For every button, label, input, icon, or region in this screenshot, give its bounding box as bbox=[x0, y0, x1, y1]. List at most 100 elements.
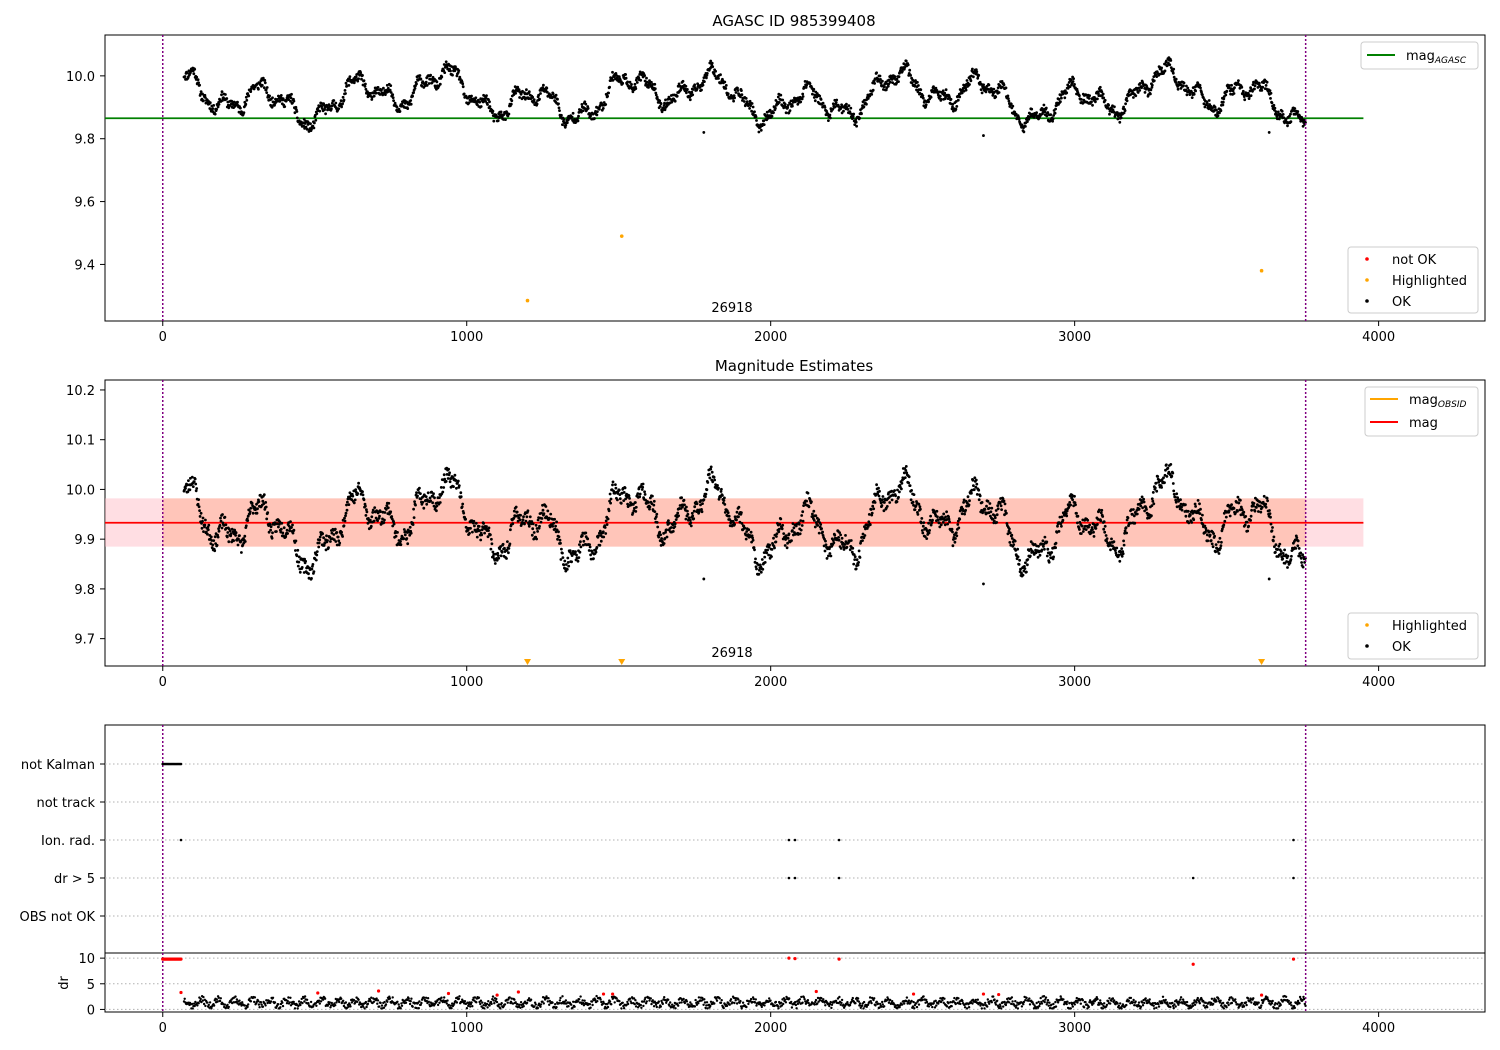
ok-point bbox=[250, 501, 254, 505]
ok-point bbox=[849, 539, 853, 542]
dr-point bbox=[259, 1001, 263, 1004]
ok-point bbox=[521, 518, 525, 522]
ok-point bbox=[736, 86, 739, 90]
ok-point bbox=[281, 531, 285, 535]
ok-point bbox=[726, 92, 730, 96]
ok-point bbox=[315, 550, 319, 553]
ok-point bbox=[1024, 125, 1027, 128]
dr-point bbox=[271, 996, 275, 999]
ok-point bbox=[343, 89, 347, 92]
ok-point bbox=[1272, 539, 1275, 543]
ok-point bbox=[943, 523, 947, 527]
ok-point bbox=[455, 486, 458, 490]
ok-point bbox=[490, 537, 493, 541]
ok-point bbox=[1282, 116, 1286, 119]
ok-point bbox=[1060, 96, 1063, 100]
ok-point bbox=[634, 501, 637, 504]
ok-point bbox=[554, 93, 558, 97]
agasc-legend-line-label: magAGASC bbox=[1406, 49, 1467, 66]
ok-point bbox=[1101, 515, 1105, 518]
ok-point bbox=[296, 564, 300, 568]
ok-point bbox=[713, 74, 717, 78]
ok-point bbox=[704, 495, 707, 499]
ok-point bbox=[975, 482, 979, 486]
ok-point bbox=[701, 83, 705, 87]
ok-point bbox=[897, 80, 900, 83]
ok-point bbox=[1042, 103, 1046, 107]
ok-point bbox=[954, 107, 958, 111]
ok-point bbox=[601, 530, 605, 534]
ok-point bbox=[202, 99, 205, 102]
ok-point bbox=[845, 102, 848, 106]
ok-point bbox=[881, 498, 884, 502]
ok-point bbox=[705, 72, 709, 75]
ok-point bbox=[320, 104, 324, 108]
ok-point bbox=[344, 511, 348, 515]
ok-point bbox=[819, 98, 823, 101]
ok-point bbox=[1140, 86, 1143, 90]
ok-point bbox=[833, 533, 837, 537]
ok-point bbox=[394, 534, 398, 538]
ok-point bbox=[1269, 522, 1273, 526]
agasc-xtick-label-0: 0 bbox=[159, 330, 167, 345]
ok-point bbox=[1154, 481, 1158, 485]
ok-point bbox=[837, 538, 841, 542]
ok-point bbox=[397, 107, 401, 111]
ok-point bbox=[900, 487, 903, 491]
ok-point bbox=[1249, 86, 1252, 90]
ok-point bbox=[839, 533, 842, 537]
ok-point bbox=[717, 77, 720, 80]
ok-point bbox=[217, 103, 221, 106]
ok-point bbox=[382, 521, 386, 524]
ok-point bbox=[1152, 79, 1156, 83]
dr-point bbox=[215, 998, 218, 1001]
ok-point bbox=[545, 86, 549, 90]
ok-point bbox=[425, 84, 429, 87]
ok-point bbox=[983, 508, 987, 511]
ok-point bbox=[971, 478, 975, 482]
ok-point bbox=[396, 531, 399, 534]
ok-point bbox=[204, 518, 207, 522]
ok-point bbox=[1132, 96, 1135, 99]
ok-point bbox=[1120, 547, 1124, 550]
ok-point bbox=[783, 544, 787, 547]
ok-point bbox=[928, 529, 931, 532]
ok-point bbox=[742, 100, 746, 103]
ok-point bbox=[334, 540, 338, 543]
ok-point bbox=[750, 109, 753, 113]
ok-point bbox=[870, 93, 874, 96]
ok-point bbox=[854, 567, 858, 571]
ok-point bbox=[535, 102, 539, 106]
ok-point bbox=[295, 116, 299, 120]
ok-point bbox=[1209, 539, 1213, 542]
ok-point bbox=[682, 498, 686, 502]
dr-point bbox=[241, 1001, 244, 1004]
ok-point bbox=[324, 112, 327, 116]
ok-point bbox=[584, 102, 588, 106]
ok-point bbox=[607, 509, 611, 513]
ok-point bbox=[1073, 494, 1076, 498]
ok-point bbox=[1000, 80, 1004, 83]
ok-point bbox=[1053, 111, 1057, 115]
ok-point bbox=[768, 543, 771, 547]
ok-point bbox=[392, 520, 395, 524]
ok-point bbox=[1107, 103, 1110, 107]
ok-point bbox=[1023, 567, 1027, 570]
ok-point bbox=[1112, 110, 1116, 114]
ok-point bbox=[564, 563, 568, 566]
ok-point bbox=[502, 113, 506, 116]
ok-point bbox=[1259, 510, 1263, 514]
ok-point bbox=[927, 521, 930, 525]
ok-point bbox=[1045, 554, 1049, 558]
ok-point bbox=[1201, 513, 1204, 517]
ok-point bbox=[1173, 495, 1177, 499]
ok-point bbox=[842, 109, 845, 113]
ok-point bbox=[245, 98, 249, 102]
ok-point bbox=[770, 548, 774, 551]
ok-point bbox=[1166, 466, 1170, 470]
ok-point bbox=[1005, 511, 1008, 515]
agasc-xtick-label-4: 4000 bbox=[1362, 330, 1395, 345]
ok-point bbox=[786, 541, 789, 545]
ok-point bbox=[505, 557, 508, 560]
ok-point bbox=[757, 130, 761, 134]
